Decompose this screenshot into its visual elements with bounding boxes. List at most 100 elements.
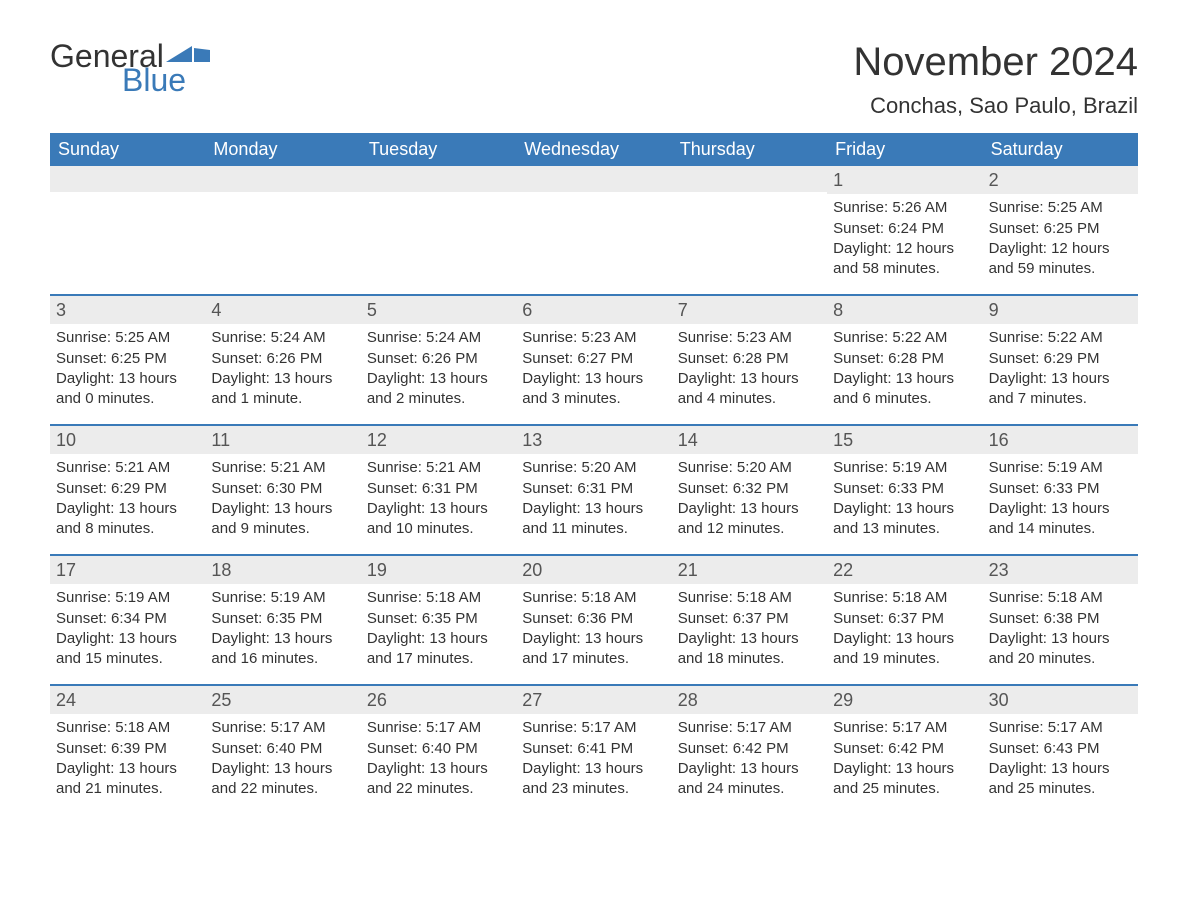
- sunset-text: Sunset: 6:28 PM: [678, 349, 821, 369]
- daylight2-text: and 2 minutes.: [367, 389, 510, 409]
- day-details: Sunrise: 5:26 AMSunset: 6:24 PMDaylight:…: [827, 194, 982, 287]
- weekday-header: Thursday: [672, 133, 827, 166]
- daylight2-text: and 10 minutes.: [367, 519, 510, 539]
- calendar-cell: 12 Sunrise: 5:21 AMSunset: 6:31 PMDayligh…: [361, 426, 516, 554]
- day-number: 20: [516, 556, 671, 584]
- calendar-cell: 6Sunrise: 5:23 AMSunset: 6:27 PMDaylight…: [516, 296, 671, 424]
- calendar-cell: 8Sunrise: 5:22 AMSunset: 6:28 PMDaylight…: [827, 296, 982, 424]
- sunrise-text: Sunrise: 5:17 AM: [211, 718, 354, 738]
- day-details: Sunrise: 5:25 AMSunset: 6:25 PMDaylight:…: [983, 194, 1138, 287]
- day-details: Sunrise: 5:17 AMSunset: 6:41 PMDaylight:…: [516, 714, 671, 807]
- calendar-cell: 9Sunrise: 5:22 AMSunset: 6:29 PMDaylight…: [983, 296, 1138, 424]
- daylight1-text: Daylight: 13 hours: [367, 759, 510, 779]
- sunrise-text: Sunrise: 5:18 AM: [522, 588, 665, 608]
- daylight2-text: and 15 minutes.: [56, 649, 199, 669]
- daylight2-text: and 3 minutes.: [522, 389, 665, 409]
- sunset-text: Sunset: 6:29 PM: [56, 479, 199, 499]
- daylight1-text: Daylight: 13 hours: [367, 499, 510, 519]
- sunset-text: Sunset: 6:37 PM: [678, 609, 821, 629]
- sunrise-text: Sunrise: 5:26 AM: [833, 198, 976, 218]
- day-number: 21: [672, 556, 827, 584]
- sunrise-text: Sunrise: 5:24 AM: [367, 328, 510, 348]
- daylight2-text: and 16 minutes.: [211, 649, 354, 669]
- daylight1-text: Daylight: 13 hours: [833, 499, 976, 519]
- day-number: 4: [205, 296, 360, 324]
- calendar-cell: 25Sunrise: 5:17 AMSunset: 6:40 PMDayligh…: [205, 686, 360, 814]
- day-number: 29: [827, 686, 982, 714]
- daylight1-text: Daylight: 13 hours: [522, 759, 665, 779]
- sunset-text: Sunset: 6:34 PM: [56, 609, 199, 629]
- week-row: 24Sunrise: 5:18 AMSunset: 6:39 PMDayligh…: [50, 684, 1138, 814]
- sunrise-text: Sunrise: 5:22 AM: [833, 328, 976, 348]
- day-number: 8: [827, 296, 982, 324]
- daylight1-text: Daylight: 13 hours: [678, 499, 821, 519]
- calendar-cell: 13Sunrise: 5:20 AMSunset: 6:31 PMDayligh…: [516, 426, 671, 554]
- day-number: 6: [516, 296, 671, 324]
- header: General Blue November 2024 Conchas, Sao …: [50, 40, 1138, 119]
- calendar-cell: 29Sunrise: 5:17 AMSunset: 6:42 PMDayligh…: [827, 686, 982, 814]
- sunrise-text: Sunrise: 5:19 AM: [211, 588, 354, 608]
- sunset-text: Sunset: 6:31 PM: [367, 479, 510, 499]
- calendar-cell: 11Sunrise: 5:21 AMSunset: 6:30 PMDayligh…: [205, 426, 360, 554]
- daylight2-text: and 11 minutes.: [522, 519, 665, 539]
- daylight1-text: Daylight: 12 hours: [833, 239, 976, 259]
- week-row: 1Sunrise: 5:26 AMSunset: 6:24 PMDaylight…: [50, 166, 1138, 294]
- day-details: Sunrise: 5:18 AMSunset: 6:35 PMDaylight:…: [361, 584, 516, 677]
- day-number: 17: [50, 556, 205, 584]
- daylight1-text: Daylight: 12 hours: [989, 239, 1132, 259]
- day-number: [205, 166, 360, 192]
- daylight2-text: and 20 minutes.: [989, 649, 1132, 669]
- sunrise-text: Sunrise: 5:18 AM: [367, 588, 510, 608]
- daylight1-text: Daylight: 13 hours: [989, 369, 1132, 389]
- day-details: Sunrise: 5:19 AMSunset: 6:33 PMDaylight:…: [827, 454, 982, 547]
- day-number: [672, 166, 827, 192]
- daylight1-text: Daylight: 13 hours: [989, 759, 1132, 779]
- daylight1-text: Daylight: 13 hours: [522, 369, 665, 389]
- daylight2-text: and 4 minutes.: [678, 389, 821, 409]
- day-number: 12: [361, 426, 516, 454]
- daylight2-text: and 22 minutes.: [367, 779, 510, 799]
- calendar-cell: 24Sunrise: 5:18 AMSunset: 6:39 PMDayligh…: [50, 686, 205, 814]
- day-number: 23: [983, 556, 1138, 584]
- sunset-text: Sunset: 6:32 PM: [678, 479, 821, 499]
- sunset-text: Sunset: 6:39 PM: [56, 739, 199, 759]
- day-number: 10: [50, 426, 205, 454]
- day-number: 2: [983, 166, 1138, 194]
- daylight1-text: Daylight: 13 hours: [678, 759, 821, 779]
- daylight1-text: Daylight: 13 hours: [56, 369, 199, 389]
- day-number: 5: [361, 296, 516, 324]
- sunrise-text: Sunrise: 5:21 AM: [211, 458, 354, 478]
- sunset-text: Sunset: 6:25 PM: [56, 349, 199, 369]
- day-number: [516, 166, 671, 192]
- day-number: 18: [205, 556, 360, 584]
- daylight1-text: Daylight: 13 hours: [56, 499, 199, 519]
- daylight2-text: and 17 minutes.: [367, 649, 510, 669]
- daylight1-text: Daylight: 13 hours: [989, 499, 1132, 519]
- daylight2-text: and 22 minutes.: [211, 779, 354, 799]
- calendar-cell: 19Sunrise: 5:18 AMSunset: 6:35 PMDayligh…: [361, 556, 516, 684]
- daylight1-text: Daylight: 13 hours: [833, 759, 976, 779]
- day-number: 16: [983, 426, 1138, 454]
- daylight1-text: Daylight: 13 hours: [833, 629, 976, 649]
- day-number: 1: [827, 166, 982, 194]
- day-details: Sunrise: 5:17 AMSunset: 6:43 PMDaylight:…: [983, 714, 1138, 807]
- sunrise-text: Sunrise: 5:18 AM: [678, 588, 821, 608]
- daylight1-text: Daylight: 13 hours: [56, 629, 199, 649]
- calendar-cell: 21 Sunrise: 5:18 AMSunset: 6:37 PMDayligh…: [672, 556, 827, 684]
- sunset-text: Sunset: 6:40 PM: [367, 739, 510, 759]
- daylight2-text: and 24 minutes.: [678, 779, 821, 799]
- sunrise-text: Sunrise: 5:18 AM: [56, 718, 199, 738]
- daylight1-text: Daylight: 13 hours: [678, 629, 821, 649]
- day-number: 26: [361, 686, 516, 714]
- sunset-text: Sunset: 6:26 PM: [211, 349, 354, 369]
- daylight2-text: and 8 minutes.: [56, 519, 199, 539]
- day-details: Sunrise: 5:18 AMSunset: 6:39 PMDaylight:…: [50, 714, 205, 807]
- sunrise-text: Sunrise: 5:19 AM: [989, 458, 1132, 478]
- daylight2-text: and 25 minutes.: [833, 779, 976, 799]
- sunrise-text: Sunrise: 5:21 AM: [367, 458, 510, 478]
- day-details: Sunrise: 5:20 AMSunset: 6:31 PMDaylight:…: [516, 454, 671, 547]
- calendar-cell: 2Sunrise: 5:25 AMSunset: 6:25 PMDaylight…: [983, 166, 1138, 294]
- day-number: 9: [983, 296, 1138, 324]
- daylight2-text: and 17 minutes.: [522, 649, 665, 669]
- daylight1-text: Daylight: 13 hours: [522, 499, 665, 519]
